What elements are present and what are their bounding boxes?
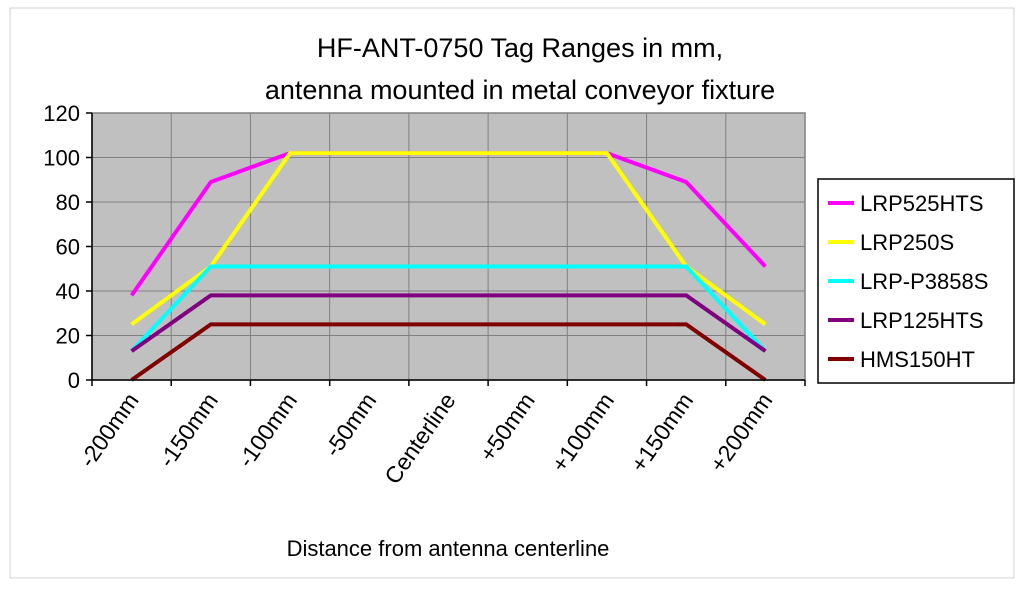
chart-title-line: antenna mounted in metal conveyor fixtur… (265, 75, 775, 105)
y-tick-label: 120 (43, 101, 80, 126)
legend-label: LRP250S (860, 230, 954, 255)
legend-label: LRP125HTS (860, 308, 984, 333)
y-tick-label: 40 (56, 279, 80, 304)
x-axis-label: Distance from antenna centerline (287, 536, 610, 561)
series-line-lrp125hts (130, 293, 767, 353)
series-lines (129, 151, 767, 382)
legend-label: LRP525HTS (860, 191, 984, 216)
legend: LRP525HTS LRP250S LRP-P3858S LRP125HTS HMS15… (817, 178, 1015, 384)
series-line-hms150ht (130, 322, 767, 382)
y-tick-label: 20 (56, 324, 80, 349)
y-tick-label: 60 (56, 235, 80, 260)
legend-label: HMS150HT (860, 347, 975, 372)
chart-title-line: HF-ANT-0750 Tag Ranges in mm, (317, 33, 723, 63)
series-line-lrp250s (130, 151, 767, 327)
y-tick-label: 80 (56, 190, 80, 215)
y-tick-label: 100 (43, 146, 80, 171)
series-line-lrp-p3858s (130, 264, 767, 353)
chart-title: HF-ANT-0750 Tag Ranges in mm, antenna mou… (265, 33, 775, 105)
y-tick-label: 0 (68, 368, 80, 393)
legend-label: LRP-P3858S (860, 269, 988, 294)
